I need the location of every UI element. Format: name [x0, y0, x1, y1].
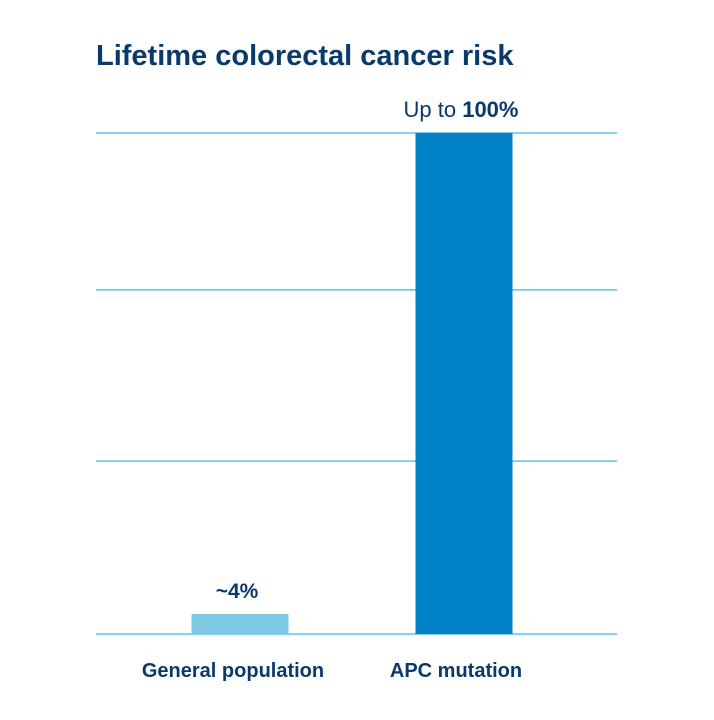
category-label: General population: [142, 660, 324, 682]
chart-title: Lifetime colorectal cancer risk: [96, 40, 514, 72]
data-label: ~4%: [216, 580, 259, 603]
data-label-prefix: Up to: [404, 97, 463, 122]
data-label-value: ~4%: [216, 580, 259, 603]
data-label: Up to 100%: [404, 97, 519, 122]
bar-apc-mutation: [415, 133, 513, 634]
bar-general-population: [191, 613, 289, 634]
category-label: APC mutation: [390, 660, 522, 682]
data-label-value: 100%: [462, 97, 518, 122]
